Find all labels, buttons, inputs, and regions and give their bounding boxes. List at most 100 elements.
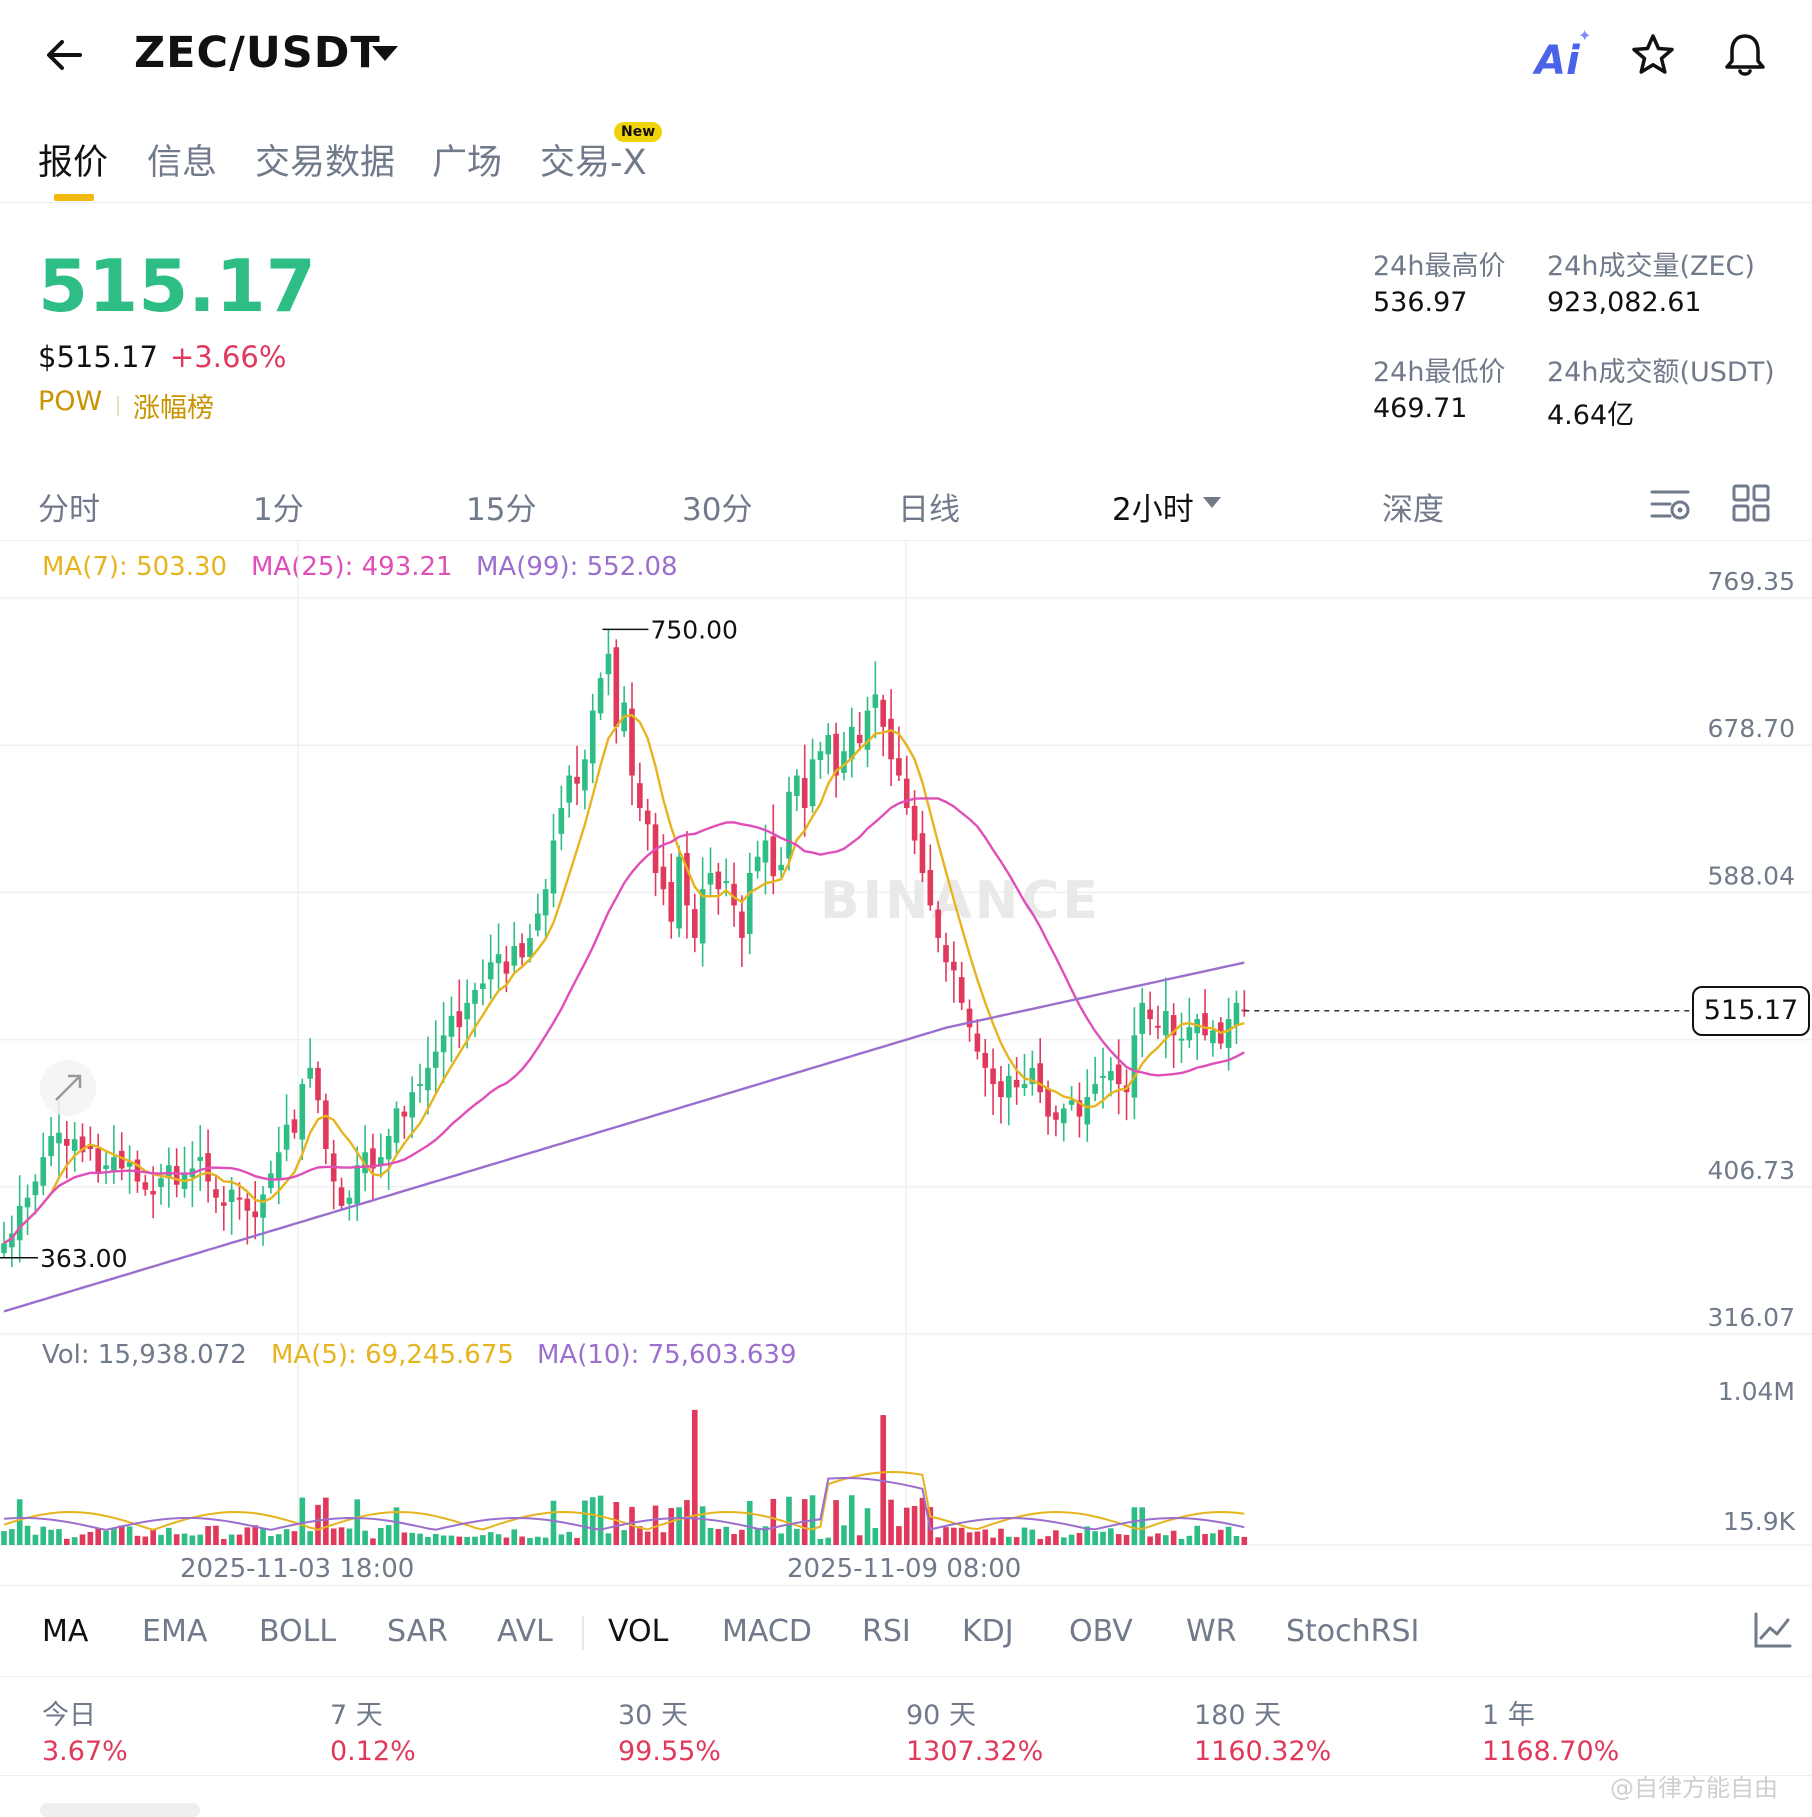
volume-bar	[597, 1495, 604, 1545]
interval-daily[interactable]: 日线	[898, 492, 960, 528]
interval-30m[interactable]: 30分	[682, 492, 753, 528]
volume-bar	[856, 1535, 863, 1545]
volume-bar	[401, 1532, 408, 1545]
volume-bar	[935, 1537, 941, 1545]
indicator-ema[interactable]: EMA	[142, 1614, 208, 1649]
tag-pow[interactable]: POW	[38, 386, 103, 417]
ma7-legend: MA(7): 503.30	[42, 552, 228, 582]
indicator-avl[interactable]: AVL	[497, 1614, 553, 1649]
volume-bar	[330, 1528, 337, 1545]
candle-body	[158, 1178, 164, 1188]
candle-body	[448, 1015, 455, 1037]
volume-bar	[370, 1538, 376, 1545]
indicator-ma[interactable]: MA	[42, 1614, 89, 1649]
period-value: 99.55%	[618, 1736, 721, 1767]
volume-bar	[315, 1504, 321, 1545]
candle-body	[574, 776, 580, 784]
indicator-kdj[interactable]: KDJ	[962, 1614, 1014, 1649]
y-axis-label: 588.04	[1708, 861, 1795, 890]
chart-settings-icon[interactable]	[1648, 484, 1692, 524]
period-180d: 180 天 1160.32%	[1194, 1693, 1331, 1767]
indicator-vol[interactable]: VOL	[608, 1614, 669, 1649]
candle-body	[519, 943, 525, 958]
candle-body	[173, 1166, 180, 1185]
candle-body	[739, 911, 745, 938]
candle-body	[1084, 1097, 1091, 1125]
candle-body	[527, 937, 533, 957]
volume-bar	[1210, 1533, 1216, 1545]
back-arrow-icon[interactable]	[40, 30, 90, 80]
candle-body	[16, 1205, 23, 1241]
candle-body	[103, 1165, 109, 1169]
candle-body	[566, 775, 572, 803]
candle-body	[880, 699, 886, 727]
candle-body	[1, 1243, 7, 1254]
volume-bar	[990, 1537, 996, 1545]
tab-info[interactable]: 信息	[147, 143, 218, 183]
main-tabs: 报价 信息 交易数据 广场 交易-X	[0, 120, 1812, 203]
interval-depth[interactable]: 深度	[1382, 492, 1444, 528]
volume-bar	[338, 1527, 345, 1545]
candlestick-chart[interactable]: 769.35678.70588.04497.39406.73316.07BINA…	[0, 540, 1812, 1550]
volume-bar	[87, 1531, 94, 1545]
x-axis-label-2: 2025-11-09 08:00	[787, 1554, 1022, 1584]
period-label: 7 天	[330, 1700, 383, 1731]
volume-bar	[71, 1537, 78, 1545]
interval-2h[interactable]: 2小时	[1112, 492, 1194, 528]
tab-trade-x[interactable]: 交易-X	[540, 143, 647, 183]
favorite-star-icon[interactable]	[1628, 30, 1678, 80]
candle-body	[346, 1197, 353, 1204]
volume-bar	[1076, 1532, 1083, 1545]
candle-body	[213, 1189, 219, 1198]
interval-dropdown-icon[interactable]	[1203, 497, 1221, 508]
volume-bar	[244, 1527, 251, 1545]
candle-body	[260, 1194, 266, 1218]
volume-bar	[1092, 1531, 1098, 1545]
tab-square[interactable]: 广场	[432, 143, 503, 183]
ai-assistant-icon[interactable]: Ai	[1535, 38, 1580, 84]
volume-bar	[487, 1532, 494, 1545]
layout-grid-icon[interactable]	[1730, 484, 1774, 524]
volume-bar	[1123, 1534, 1130, 1545]
volume-bar	[236, 1534, 243, 1545]
candle-body	[197, 1157, 204, 1161]
volume-bar	[1100, 1531, 1106, 1545]
interval-15m[interactable]: 15分	[466, 492, 537, 528]
indicator-macd[interactable]: MACD	[722, 1614, 812, 1649]
volume-bar	[833, 1500, 839, 1545]
indicator-rsi[interactable]: RSI	[862, 1614, 911, 1649]
indicator-sar[interactable]: SAR	[387, 1614, 448, 1649]
candle-body	[817, 751, 824, 760]
tag-divider	[117, 396, 119, 416]
price-alert-bell-icon[interactable]	[1720, 30, 1770, 80]
volume-bar	[511, 1529, 518, 1545]
indicator-wr[interactable]: WR	[1186, 1614, 1237, 1649]
tab-trading-data[interactable]: 交易数据	[255, 143, 396, 183]
period-today: 今日 3.67%	[42, 1693, 128, 1767]
candle-body	[825, 734, 832, 755]
candle-body	[864, 710, 871, 750]
volume-ma10-legend: MA(10): 75,603.639	[537, 1340, 797, 1370]
volume-bar	[64, 1538, 70, 1545]
pair-dropdown-icon[interactable]	[372, 46, 398, 61]
candle-body	[644, 810, 651, 825]
tab-quote[interactable]: 报价	[38, 143, 109, 183]
candle-body	[919, 833, 926, 873]
candle-body	[48, 1136, 54, 1157]
period-value: 0.12%	[330, 1736, 416, 1767]
volume-bar	[754, 1528, 761, 1545]
candle-body	[456, 1011, 463, 1028]
candle-body	[511, 946, 518, 966]
pair-title[interactable]: ZEC/USDT	[134, 28, 381, 78]
indicator-settings-icon[interactable]	[1752, 1610, 1792, 1650]
tag-gainers[interactable]: 涨幅榜	[133, 393, 214, 424]
volume-bar	[323, 1497, 329, 1545]
candle-body	[385, 1136, 392, 1160]
interval-1m[interactable]: 1分	[253, 492, 304, 528]
indicator-boll[interactable]: BOLL	[259, 1614, 337, 1649]
interval-timeshare[interactable]: 分时	[38, 492, 100, 528]
indicator-obv[interactable]: OBV	[1069, 1614, 1133, 1649]
interval-bar: 分时 1分 15分 30分 日线 2小时 深度	[0, 470, 1812, 541]
indicator-stochrsi[interactable]: StochRSI	[1286, 1614, 1420, 1649]
volume-bar	[786, 1496, 792, 1545]
